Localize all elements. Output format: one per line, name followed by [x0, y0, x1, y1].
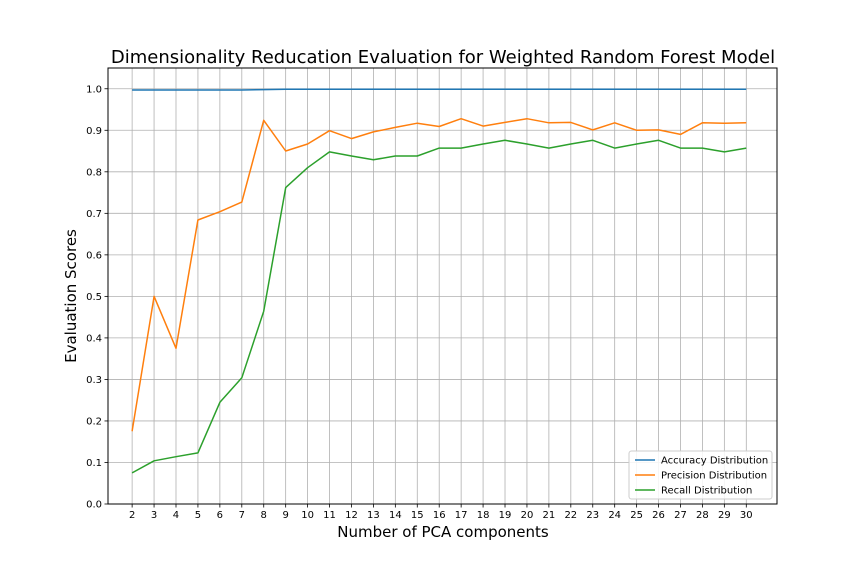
x-tick-label: 28	[696, 510, 709, 521]
x-tick-label: 11	[323, 510, 336, 521]
y-tick-label: 1.0	[86, 84, 102, 95]
x-tick-label: 21	[543, 510, 556, 521]
x-tick-label: 26	[652, 510, 665, 521]
legend-label: Precision Distribution	[661, 471, 767, 482]
y-tick-label: 0.6	[86, 250, 102, 261]
plot-frame	[107, 67, 778, 505]
x-tick-label: 24	[608, 510, 621, 521]
x-tick-label: 12	[345, 510, 358, 521]
x-tick-label: 22	[564, 510, 577, 521]
y-tick-label: 0.3	[86, 375, 102, 386]
x-tick-label: 29	[718, 510, 731, 521]
legend-label: Accuracy Distribution	[661, 456, 768, 467]
x-tick-label: 30	[740, 510, 753, 521]
x-tick-label: 7	[239, 510, 245, 521]
x-tick-label: 6	[217, 510, 223, 521]
y-tick-label: 0.9	[86, 126, 102, 137]
x-tick-label: 3	[151, 510, 157, 521]
y-tick-label: 0.8	[86, 167, 102, 178]
x-axis-ticks: 2 3 4 5 6 7 8 9 10 11 12 13 14 15 16 17 18 19 20 21 22 23 24 25…	[129, 504, 753, 521]
x-tick-label: 4	[173, 510, 179, 521]
y-tick-label: 0.1	[86, 458, 102, 469]
y-axis-label: Evaluation Scores	[62, 229, 80, 363]
y-tick-label: 0.7	[86, 209, 102, 220]
series-line-0	[132, 88, 747, 91]
y-tick-label: 0.2	[86, 416, 102, 427]
y-tick-label: 0.0	[86, 500, 102, 511]
x-tick-label: 23	[586, 510, 599, 521]
legend-box	[628, 450, 773, 500]
x-tick-label: 5	[195, 510, 201, 521]
y-tick-label: 0.4	[86, 333, 102, 344]
series-line-2	[131, 139, 747, 474]
x-tick-label: 10	[301, 510, 314, 521]
x-tick-label: 14	[389, 510, 402, 521]
chart-title: Dimensionality Reducation Evaluation for…	[111, 47, 775, 68]
x-tick-label: 13	[367, 510, 380, 521]
legend: Accuracy Distribution Precision Distribut…	[628, 450, 773, 500]
x-tick-label: 20	[521, 510, 534, 521]
x-tick-label: 18	[477, 510, 490, 521]
x-axis-label: Number of PCA components	[337, 523, 549, 541]
series-line-1	[131, 117, 747, 432]
x-tick-label: 15	[411, 510, 424, 521]
y-tick-label: 0.5	[86, 292, 102, 303]
x-tick-label: 17	[455, 510, 468, 521]
y-axis-ticks: 0.0 0.1 0.2 0.3 0.4 0.5 0.6 0.7 0.8 0.9 1.0	[86, 84, 108, 511]
x-tick-label: 2	[129, 510, 135, 521]
grid	[108, 68, 777, 505]
x-tick-label: 27	[674, 510, 687, 521]
x-tick-label: 25	[630, 510, 643, 521]
x-tick-label: 9	[282, 510, 288, 521]
x-tick-label: 19	[499, 510, 512, 521]
x-tick-label: 16	[433, 510, 446, 521]
legend-label: Recall Distribution	[661, 486, 752, 497]
x-tick-label: 8	[261, 510, 267, 521]
series-layer	[131, 88, 747, 474]
